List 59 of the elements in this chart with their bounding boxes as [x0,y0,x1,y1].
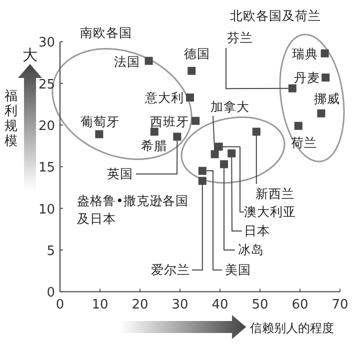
annotation: 加拿大 [210,99,250,114]
annotation: 挪威 [314,90,340,106]
annotation: 日本 [244,222,270,238]
x-tick-label: 50 [252,298,268,313]
annotation: 英国 [107,166,133,181]
point [186,94,194,102]
annotation: 芬兰 [227,30,253,45]
text: 北欧各国及荷兰 [230,8,321,23]
x-tick-label: 20 [132,298,148,313]
annotation: 西班牙 [150,114,189,129]
point [210,150,219,158]
annotation: 希腊 [141,138,167,153]
point [192,116,200,125]
point [214,142,223,151]
point [198,176,206,185]
point [252,128,260,136]
y-tick-label: 5 [46,244,55,260]
annotation: 美国 [225,262,251,277]
x-tick-label: 30 [172,298,188,313]
point [150,128,158,136]
y-tick-label: 20 [38,119,55,134]
point [320,49,329,58]
point [317,109,326,118]
point [198,166,206,175]
y-tick-label: 0 [46,286,55,301]
annotation: 爱尔兰 [151,262,190,277]
point [288,84,296,92]
point [220,160,228,168]
point [188,66,196,75]
annotation: 意大利 [144,90,184,106]
annotation: 澳大利亚 [244,204,296,219]
point [173,132,182,141]
x-axis-title: 信赖别人的程度 [250,321,334,335]
annotation: 德国 [184,46,210,61]
annotation: 及日本 [77,211,116,226]
point [322,74,330,82]
point [144,56,153,65]
y-tick-label: 25 [38,77,55,92]
x-tick-label: 60 [292,298,308,313]
annotation: 瑞典 [292,46,318,61]
point [228,149,236,158]
y-tick-label: 10 [38,202,55,218]
y-axis-title: 福利规模 [4,89,18,149]
text: 大 [22,46,38,64]
text: 南欧各国 [80,25,132,40]
annotation: 新西兰 [256,186,294,201]
x-tick-label: 40 [212,298,228,313]
annotation: 荷兰 [291,134,317,150]
x-tick-label: 70 [332,298,348,313]
y-tick-label: 30 [38,36,55,51]
annotation: 丹麦 [294,70,320,86]
x-tick-label: 10 [92,298,108,313]
annotation: 冰岛 [238,242,264,257]
annotation: 盎格鲁•撒克逊各国 [77,193,188,208]
point [294,122,302,130]
y-tick-label: 15 [38,160,55,176]
annotation: 法国 [114,54,140,69]
annotation: 葡萄牙 [80,114,120,129]
point [95,130,104,138]
